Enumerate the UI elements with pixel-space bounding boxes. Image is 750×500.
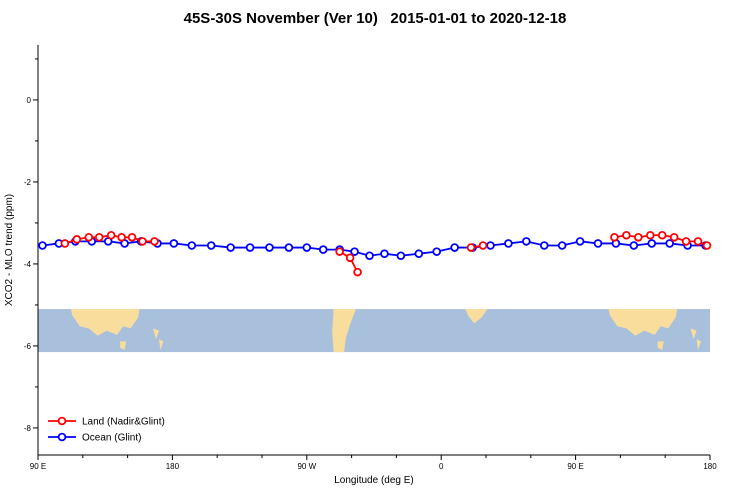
- data-point: [127, 232, 137, 242]
- chart-title: 45S-30S November (Ver 10) 2015-01-01 to …: [183, 10, 567, 27]
- data-point: [345, 253, 355, 263]
- data-point: [396, 251, 406, 261]
- land-australia-east: [608, 309, 678, 336]
- land-new-zealand-south-east: [696, 339, 702, 350]
- legend-marker: [57, 432, 67, 442]
- data-point: [522, 237, 531, 246]
- x-tick-label: 0: [439, 462, 444, 471]
- legend-item-ocean: Ocean (Glint): [48, 433, 141, 444]
- data-point: [681, 237, 691, 246]
- data-point: [265, 243, 274, 252]
- data-point: [647, 239, 657, 248]
- y-tick-label: -6: [24, 342, 32, 351]
- y-tick-label: 0: [27, 96, 32, 105]
- land-new-zealand-south-west: [158, 339, 164, 350]
- land-south-america: [332, 309, 357, 353]
- data-point: [60, 239, 70, 248]
- x-tick-label: 90 E: [30, 462, 46, 471]
- legend-label: Ocean (Glint): [82, 433, 141, 444]
- data-point: [702, 241, 712, 250]
- data-point: [84, 232, 94, 242]
- x-axis-label: Longitude (deg E): [334, 475, 414, 486]
- data-point: [450, 243, 459, 252]
- axes: [33, 45, 711, 460]
- data-point: [610, 232, 619, 242]
- data-point: [117, 232, 126, 242]
- legend-item-land: Land (Nadir&Glint): [48, 417, 165, 428]
- data-point: [466, 243, 476, 252]
- land-africa: [465, 309, 488, 324]
- x-tick-label: 180: [166, 462, 180, 471]
- data-point: [206, 241, 216, 250]
- data-point: [169, 239, 179, 248]
- y-axis-label: XCO2 - MLO trend (ppm): [4, 194, 15, 306]
- legend-label: Land (Nadir&Glint): [82, 417, 165, 428]
- x-tick-label: 90 E: [567, 462, 583, 471]
- x-tick-label: 90 W: [297, 462, 316, 471]
- land-new-zealand-north-east: [690, 328, 697, 340]
- y-tick-label: -2: [24, 178, 32, 187]
- data-point: [353, 267, 362, 277]
- data-point: [350, 247, 359, 256]
- data-point: [504, 239, 513, 248]
- x-tick-label: 180: [703, 462, 717, 471]
- land-new-zealand-north-west: [152, 328, 159, 340]
- legend-marker: [57, 416, 67, 426]
- data-point: [226, 243, 235, 252]
- data-point: [669, 232, 679, 242]
- land-tasmania-west: [120, 341, 127, 350]
- data-point: [72, 235, 82, 244]
- data-point: [557, 241, 567, 250]
- series-land-nadir-glint-: [60, 230, 712, 277]
- data-point: [634, 232, 643, 242]
- data-point: [693, 237, 703, 246]
- data-point: [335, 247, 344, 256]
- data-point: [380, 249, 389, 258]
- legend: Land (Nadir&Glint) Ocean (Glint): [48, 417, 165, 444]
- data-point: [106, 230, 116, 240]
- y-tick-label: -8: [24, 424, 32, 433]
- data-point: [38, 241, 47, 250]
- data-point: [432, 247, 442, 256]
- axis-tick-labels: 90 E 180 90 W 0 90 E 180 0 -2 -4 -6 -8: [24, 96, 717, 471]
- land-australia-west: [70, 309, 140, 336]
- data-point: [365, 251, 374, 261]
- data-point: [414, 249, 424, 258]
- data-point: [150, 237, 159, 246]
- data-point: [629, 241, 639, 250]
- data-point: [593, 239, 603, 248]
- data-point: [245, 243, 255, 252]
- y-tick-label: -4: [24, 260, 32, 269]
- data-point: [486, 241, 495, 250]
- data-point: [645, 230, 655, 240]
- data-point: [665, 239, 674, 248]
- data-point: [94, 232, 104, 242]
- data-point: [187, 241, 197, 250]
- data-point: [575, 237, 585, 246]
- data-point: [284, 243, 294, 252]
- data-point: [478, 241, 488, 250]
- data-point: [657, 230, 667, 240]
- data-point: [302, 243, 312, 252]
- land-tasmania-east: [657, 341, 664, 350]
- data-point: [318, 245, 328, 254]
- map-band: [38, 309, 710, 353]
- data-point: [622, 230, 631, 240]
- data-point: [138, 237, 147, 246]
- data-point: [539, 241, 549, 250]
